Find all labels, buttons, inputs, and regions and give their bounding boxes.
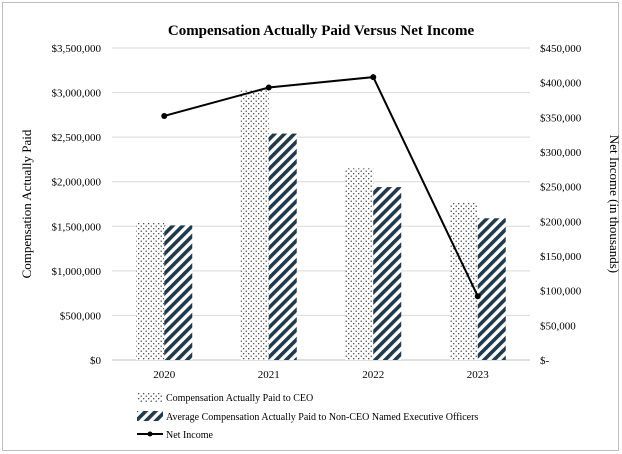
y-tick-label: $3,500,000: [52, 43, 102, 55]
bar-neo: [164, 225, 193, 360]
legend-label-neo: Average Compensation Actually Paid to No…: [166, 412, 478, 423]
x-tick-label: 2023: [467, 369, 490, 381]
y-tick-label: $3,000,000: [52, 88, 102, 100]
bar-neo: [268, 133, 297, 360]
y-tick-label: $500,000: [60, 310, 102, 322]
bar-ceo: [136, 222, 165, 360]
legend-swatch-ceo: [137, 392, 163, 402]
net-income-point: [474, 293, 481, 300]
net-income-point: [370, 74, 377, 81]
y2-tick-label: $200,000: [540, 216, 582, 228]
x-axis-ticks: 2020 2021 2022 2023: [153, 369, 489, 381]
y-tick-label: $0: [90, 355, 102, 367]
y2-axis-label: Net Income (in thousands): [607, 135, 622, 273]
y2-tick-label: $100,000: [540, 286, 582, 298]
y2-tick-label: $450,000: [540, 43, 582, 55]
y2-tick-label: $350,000: [540, 112, 582, 124]
right-axis-ticks: $- $50,000 $100,000 $150,000 $200,000 $250,00…: [540, 43, 582, 367]
net-income-point: [161, 112, 168, 119]
bar-ceo: [345, 168, 374, 360]
bar-ceo: [449, 202, 478, 360]
left-axis-ticks: $0 $500,000 $1,000,000 $1,500,000 $2,000,000…: [52, 43, 102, 367]
net-income-point: [265, 84, 272, 91]
y2-tick-label: $300,000: [540, 147, 582, 159]
chart-title: Compensation Actually Paid Versus Net In…: [168, 23, 475, 39]
legend: Compensation Actually Paid to CEO Averag…: [137, 392, 478, 441]
legend-swatch-neo: [137, 411, 163, 421]
x-tick-label: 2021: [258, 369, 280, 381]
y-tick-label: $2,500,000: [52, 132, 102, 144]
x-tick-label: 2020: [153, 369, 176, 381]
x-tick-label: 2022: [362, 369, 384, 381]
net-income-line: [163, 76, 479, 297]
legend-label-net-income: Net Income: [166, 430, 213, 441]
y-tick-label: $1,000,000: [52, 266, 102, 278]
legend-label-ceo: Compensation Actually Paid to CEO: [166, 393, 313, 404]
bar-ceo: [240, 89, 269, 360]
y2-tick-label: $150,000: [540, 251, 582, 263]
y-tick-label: $1,500,000: [52, 221, 102, 233]
y2-tick-label: $50,000: [540, 320, 576, 332]
bar-neo: [373, 187, 402, 360]
bars-layer: [136, 89, 506, 360]
y-tick-label: $2,000,000: [52, 177, 102, 189]
bar-neo: [477, 218, 506, 360]
legend-marker-net-income: [147, 431, 153, 437]
net-income-line-layer: [161, 74, 481, 300]
y2-tick-label: $250,000: [540, 182, 582, 194]
y2-tick-label: $400,000: [540, 78, 582, 90]
y-axis-label: Compensation Actually Paid: [19, 129, 34, 278]
y2-tick-label: $-: [540, 355, 550, 367]
